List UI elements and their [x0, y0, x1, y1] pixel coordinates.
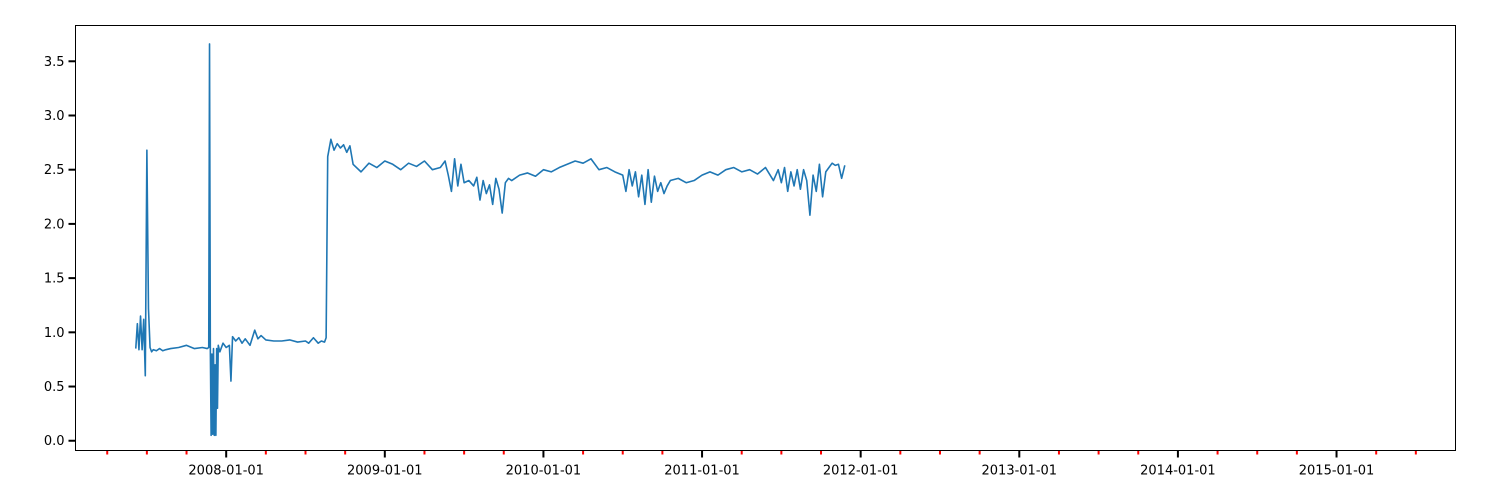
x-tick-label: 2009-01-01 [347, 464, 423, 479]
x-major-ticks: 2008-01-01 2009-01-01 2010-01-01 2011-01-01… [188, 450, 1375, 479]
y-tick-label: 0.0 [44, 434, 65, 449]
x-tick-label: 2014-01-01 [1140, 464, 1216, 479]
series-line [134, 43, 846, 437]
plot-area [134, 43, 846, 437]
y-tick-label: 2.5 [44, 163, 65, 178]
x-tick-label: 2010-01-01 [506, 464, 582, 479]
x-minor-ticks [106, 450, 1417, 455]
y-tick-label: 1.5 [44, 272, 65, 287]
x-tick-label: 2015-01-01 [1299, 464, 1375, 479]
y-tick-label: 1.0 [44, 326, 65, 341]
y-axis-ticks: 0.0 0.5 1.0 1.5 2.0 2.5 3.0 3.5 [44, 55, 76, 449]
y-tick-label: 3.5 [44, 55, 65, 70]
plot-frame [75, 25, 1456, 451]
x-tick-label: 2013-01-01 [982, 464, 1058, 479]
y-tick-label: 0.5 [44, 380, 65, 395]
x-tick-label: 2012-01-01 [823, 464, 899, 479]
x-tick-label: 2011-01-01 [664, 464, 740, 479]
x-tick-label: 2008-01-01 [188, 464, 264, 479]
y-tick-label: 3.0 [44, 109, 65, 124]
y-tick-label: 2.0 [44, 217, 65, 232]
